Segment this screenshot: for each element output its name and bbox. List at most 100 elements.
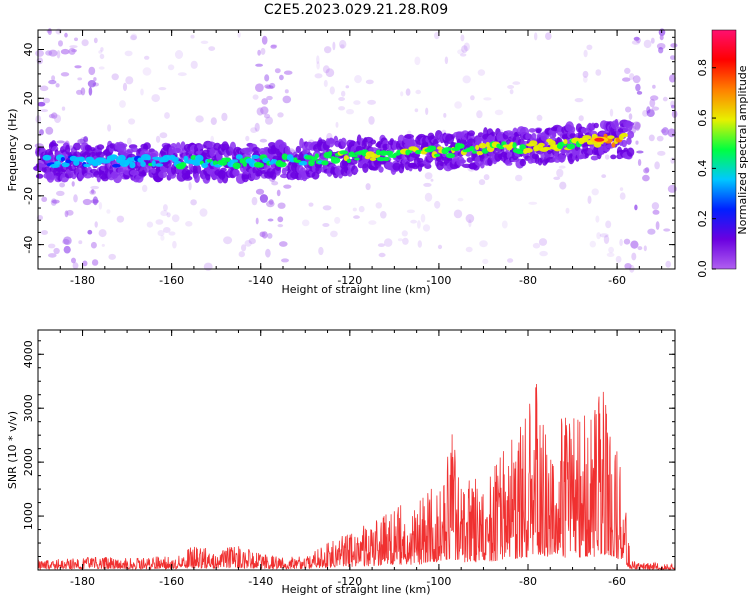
heatmap-noise-cell [250,127,258,133]
spectrogram-heatmap [33,28,678,273]
heatmap-band-cell [593,122,599,129]
heatmap-noise-cell [424,192,433,202]
heatmap-noise-cell [422,224,431,232]
heatmap-noise-cell [155,219,164,225]
heatmap-noise-cell [414,108,419,113]
heatmap-noise-cell [462,75,471,84]
heatmap-core-cell [314,153,319,159]
heatmap-noise-cell [63,236,72,245]
heatmap-noise-cell [45,126,54,135]
heatmap-noise-cell [174,50,184,59]
heatmap-noise-cell [91,259,99,266]
heatmap-noise-cell [244,240,252,247]
heatmap-core-cell [541,146,552,151]
heatmap-noise-cell [318,246,324,256]
heatmap-band-cell [570,126,576,133]
heatmap-noise-cell [51,75,56,81]
heatmap-noise-cell [87,229,93,235]
heatmap-core-cell [73,159,80,166]
heatmap-noise-cell [56,190,65,196]
heatmap-noise-cell [54,114,61,123]
heatmap-noise-cell [276,189,281,197]
heatmap-core-cell [519,144,527,151]
heatmap-noise-cell [380,211,387,219]
heatmap-noise-cell [221,112,228,122]
heatmap-core-cell [232,162,241,170]
heatmap-noise-cell [190,199,197,206]
heatmap-band-cell [35,173,44,179]
heatmap-noise-cell [420,213,426,223]
heatmap-band-cell [370,139,377,145]
heatmap-core-cell [146,156,151,161]
heatmap-noise-cell [69,45,78,49]
heatmap-noise-cell [463,42,470,52]
y-tick-label: 20 [22,91,35,105]
heatmap-noise-cell [144,55,150,60]
heatmap-core-cell [354,157,360,161]
heatmap-band-cell [73,142,81,151]
heatmap-core-cell [277,161,287,168]
heatmap-band-cell [378,166,384,173]
heatmap-noise-cell [340,44,345,49]
heatmap-core-cell [212,160,218,166]
snr-y-label: SNR (10 * v/v) [6,411,19,489]
heatmap-core-cell [219,160,228,166]
heatmap-noise-cell [423,182,432,187]
heatmap-noise-cell [108,253,116,260]
heatmap-core-cell [339,150,349,155]
heatmap-noise-cell [37,101,46,107]
heatmap-noise-cell [565,207,570,214]
heatmap-core-cell [523,148,533,153]
heatmap-noise-cell [460,34,465,42]
heatmap-noise-cell [324,46,332,54]
heatmap-noise-cell [251,196,258,206]
heatmap-band-cell [590,155,599,161]
heatmap-noise-cell [671,104,675,109]
heatmap-core-cell [427,145,437,151]
heatmap-band-cell [475,136,483,142]
heatmap-noise-cell [346,109,354,115]
heatmap-noise-cell [339,39,347,49]
heatmap-band-cell [233,168,239,177]
heatmap-band-cell [143,142,151,150]
heatmap-noise-cell [107,124,112,132]
heatmap-core-cell [321,160,329,166]
heatmap-noise-cell [55,83,60,88]
heatmap-noise-cell [163,227,171,233]
heatmap-noise-cell [643,39,652,49]
heatmap-noise-cell [277,224,284,228]
snr-panel: -180 -160 -140 -120 -100 -80 -60 1000 2000 3000 40… [6,329,676,596]
heatmap-noise-cell [619,238,623,247]
colorbar-tick-label: 0.6 [696,109,709,127]
heatmap-noise-cell [367,99,376,105]
heatmap-noise-cell [377,243,385,248]
heatmap-noise-cell [628,113,633,120]
heatmap-noise-cell [301,219,310,227]
heatmap-noise-cell [322,223,330,227]
heatmap-noise-cell [77,77,83,81]
heatmap-noise-cell [200,40,209,44]
heatmap-noise-cell [260,106,269,115]
heatmap-noise-cell [595,215,600,223]
heatmap-noise-cell [35,49,44,57]
heatmap-core-cell [383,156,390,162]
heatmap-core-cell [515,150,525,155]
heatmap-noise-cell [402,237,409,245]
heatmap-noise-cell [586,44,593,50]
heatmap-noise-cell [167,64,175,71]
heatmap-core-cell [384,150,394,155]
heatmap-core-cell [607,135,615,139]
heatmap-core-cell [369,157,377,161]
heatmap-noise-cell [578,115,584,122]
heatmap-noise-cell [665,260,671,268]
heatmap-noise-cell [74,37,78,42]
heatmap-band-cell [626,147,635,157]
heatmap-noise-cell [166,212,171,218]
heatmap-noise-cell [47,28,52,35]
heatmap-noise-cell [606,252,615,257]
heatmap-noise-cell [62,238,70,245]
heatmap-noise-cell [199,208,208,217]
heatmap-band-cell [621,139,627,148]
heatmap-noise-cell [608,246,614,254]
